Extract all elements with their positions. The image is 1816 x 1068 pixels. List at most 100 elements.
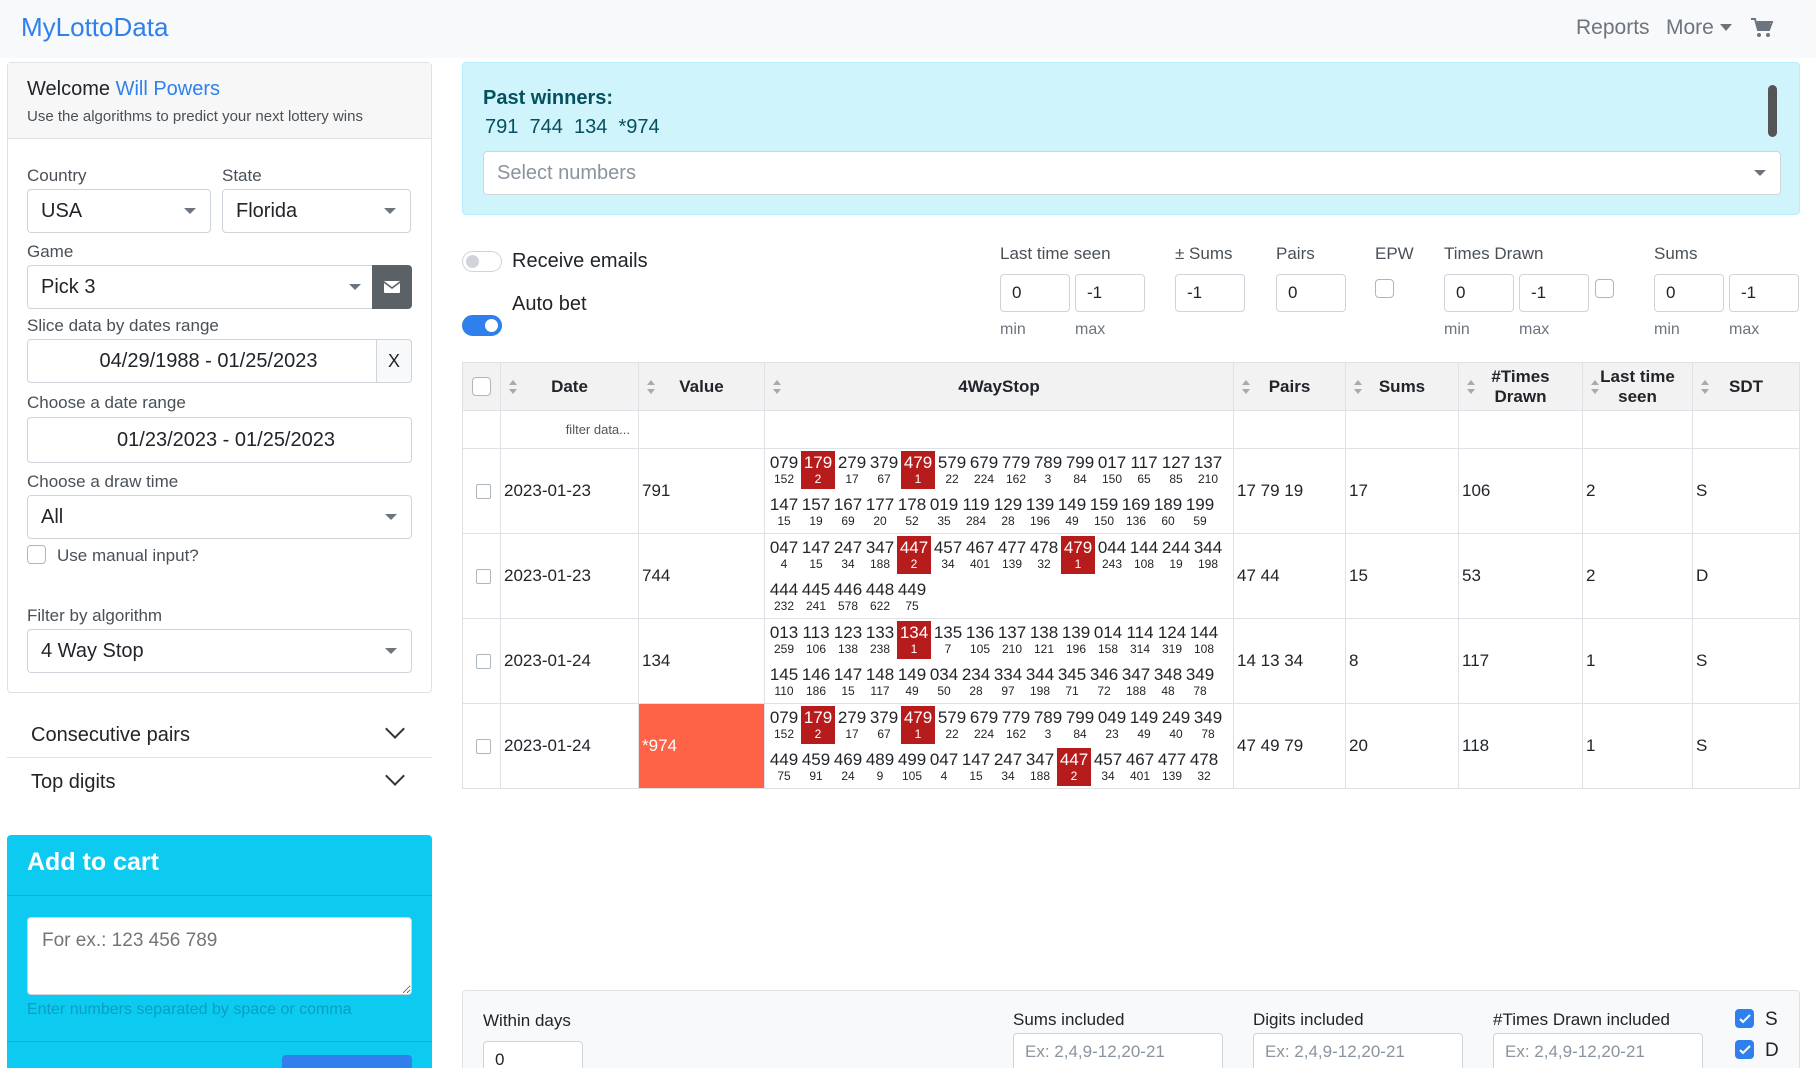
way-combo: 136 105 bbox=[962, 621, 998, 659]
slice-clear-button[interactable]: X bbox=[376, 339, 412, 383]
way-combo: 247 34 bbox=[830, 536, 866, 574]
chevron-down-icon bbox=[385, 719, 405, 739]
welcome-header: Welcome Will Powers Use the algorithms t… bbox=[8, 63, 431, 139]
row-checkbox[interactable] bbox=[475, 483, 491, 499]
brand-logo[interactable]: MyLottoData bbox=[21, 12, 169, 42]
combo-number: 347 bbox=[865, 538, 895, 557]
algorithm-select[interactable]: 4 Way Stop bbox=[27, 629, 412, 673]
pairs-input[interactable]: 0 bbox=[1276, 274, 1346, 312]
pm-sums-input[interactable]: -1 bbox=[1175, 274, 1245, 312]
draw-time-select[interactable]: All bbox=[27, 495, 412, 539]
value-cell: 134 bbox=[638, 618, 765, 704]
state-select[interactable]: Florida bbox=[222, 189, 411, 233]
combo-count: 49 bbox=[905, 684, 919, 698]
combo-count: 20 bbox=[873, 514, 887, 528]
auto-bet-label: Auto bet bbox=[512, 293, 587, 315]
times-included-input[interactable]: Ex: 2,4,9-12,20-21 bbox=[1493, 1033, 1703, 1068]
way-combo: 344 198 bbox=[1022, 663, 1058, 701]
combo-number: 447 bbox=[1059, 750, 1089, 769]
country-value: USA bbox=[41, 199, 83, 222]
chevron-down-icon bbox=[384, 208, 396, 214]
country-select[interactable]: USA bbox=[27, 189, 211, 233]
nav-more[interactable]: More bbox=[1666, 16, 1732, 40]
way-combo: 346 72 bbox=[1086, 663, 1122, 701]
accordion-consecutive-pairs[interactable]: Consecutive pairs bbox=[7, 710, 432, 758]
draw-label: Choose a draw time bbox=[27, 472, 179, 491]
combo-number: 799 bbox=[1065, 708, 1095, 727]
auto-bet-toggle[interactable] bbox=[462, 315, 502, 336]
cart-numbers-textarea[interactable] bbox=[27, 917, 412, 995]
combo-count: 19 bbox=[1169, 557, 1183, 571]
sums-header[interactable]: Sums bbox=[1345, 362, 1459, 411]
epw-checkbox[interactable] bbox=[1375, 279, 1394, 298]
ways-cell: 013 259 113 106 123 138 133 238 134 1 135 7 136 105 13… bbox=[764, 618, 1234, 704]
times-checkbox[interactable] bbox=[1595, 279, 1614, 298]
select-placeholder: Select numbers bbox=[497, 161, 636, 184]
combo-count: 284 bbox=[965, 514, 987, 528]
within-days-input[interactable]: 0 bbox=[483, 1041, 583, 1068]
combo-count: 238 bbox=[869, 642, 891, 656]
d-checkbox[interactable] bbox=[1735, 1040, 1754, 1059]
accordion-top-digits[interactable]: Top digits bbox=[7, 758, 432, 806]
combo-number: 344 bbox=[1193, 538, 1223, 557]
last-seen-cell: 2 bbox=[1582, 533, 1693, 619]
combo-count: 4 bbox=[940, 769, 948, 783]
times-drawn-label: Times Drawn bbox=[1444, 244, 1544, 263]
select-all-checkbox[interactable] bbox=[472, 377, 491, 396]
way-combo: 779 162 bbox=[998, 451, 1034, 489]
last-header[interactable]: Last time seen bbox=[1582, 362, 1693, 411]
last-seen-max-input[interactable]: -1 bbox=[1075, 274, 1145, 312]
sums-included-input[interactable]: Ex: 2,4,9-12,20-21 bbox=[1013, 1033, 1223, 1068]
way-combo: 349 78 bbox=[1190, 706, 1226, 744]
filter-cell bbox=[1458, 410, 1583, 449]
cart-icon[interactable] bbox=[1751, 18, 1774, 43]
way-combo: 789 3 bbox=[1030, 706, 1066, 744]
pairs-header[interactable]: Pairs bbox=[1233, 362, 1346, 411]
last-seen-min-input[interactable]: 0 bbox=[1000, 274, 1070, 312]
select-numbers-dropdown[interactable]: Select numbers bbox=[483, 151, 1781, 195]
times-min-input[interactable]: 0 bbox=[1444, 274, 1514, 312]
scrollbar[interactable] bbox=[1768, 85, 1777, 137]
sdt-header[interactable]: SDT bbox=[1692, 362, 1800, 411]
receive-emails-toggle[interactable] bbox=[462, 251, 502, 272]
slice-date-input[interactable]: 04/29/1988 - 01/25/2023 bbox=[27, 339, 377, 383]
row-checkbox[interactable] bbox=[475, 738, 491, 754]
way-combo: 144 108 bbox=[1186, 621, 1222, 659]
ways-header[interactable]: 4WayStop bbox=[764, 362, 1234, 411]
row-checkbox[interactable] bbox=[475, 568, 491, 584]
way-combo: 279 17 bbox=[834, 451, 870, 489]
s-checkbox[interactable] bbox=[1735, 1009, 1754, 1028]
row-checkbox[interactable] bbox=[475, 653, 491, 669]
user-name-link[interactable]: Will Powers bbox=[115, 78, 221, 100]
value-header[interactable]: Value bbox=[638, 362, 765, 411]
combo-count: 2 bbox=[814, 472, 822, 486]
combo-count: 91 bbox=[809, 769, 823, 783]
filter-cell bbox=[1345, 410, 1459, 449]
combo-count: 622 bbox=[869, 599, 891, 613]
combo-number: 445 bbox=[801, 580, 831, 599]
sums-min-input[interactable]: 0 bbox=[1654, 274, 1724, 312]
add-to-cart-button[interactable] bbox=[282, 1055, 412, 1068]
manual-input-checkbox[interactable] bbox=[27, 545, 46, 564]
accordion-label: Top digits bbox=[31, 771, 116, 793]
game-select[interactable]: Pick 3 bbox=[27, 265, 376, 309]
times-header[interactable]: #Times Drawn bbox=[1458, 362, 1583, 411]
combo-number: 479 bbox=[903, 453, 933, 472]
date-range-input[interactable]: 01/23/2023 - 01/25/2023 bbox=[27, 417, 412, 463]
way-combo-hit: 479 1 bbox=[1061, 536, 1095, 574]
way-combo: 034 50 bbox=[926, 663, 962, 701]
date-filter-input[interactable]: filter data... bbox=[500, 410, 639, 449]
combo-number: 147 bbox=[833, 665, 863, 684]
way-combo: 344 198 bbox=[1190, 536, 1226, 574]
way-combo: 149 49 bbox=[1054, 493, 1090, 531]
times-max-input[interactable]: -1 bbox=[1519, 274, 1589, 312]
digits-included-input[interactable]: Ex: 2,4,9-12,20-21 bbox=[1253, 1033, 1463, 1068]
email-button[interactable] bbox=[372, 265, 412, 309]
date-header[interactable]: Date bbox=[500, 362, 639, 411]
combo-count: 110 bbox=[774, 684, 794, 698]
combo-count: 78 bbox=[1193, 684, 1207, 698]
nav-reports[interactable]: Reports bbox=[1576, 16, 1650, 39]
sums-max-input[interactable]: -1 bbox=[1729, 274, 1799, 312]
combo-count: 78 bbox=[1201, 727, 1215, 741]
way-combo: 789 3 bbox=[1030, 451, 1066, 489]
